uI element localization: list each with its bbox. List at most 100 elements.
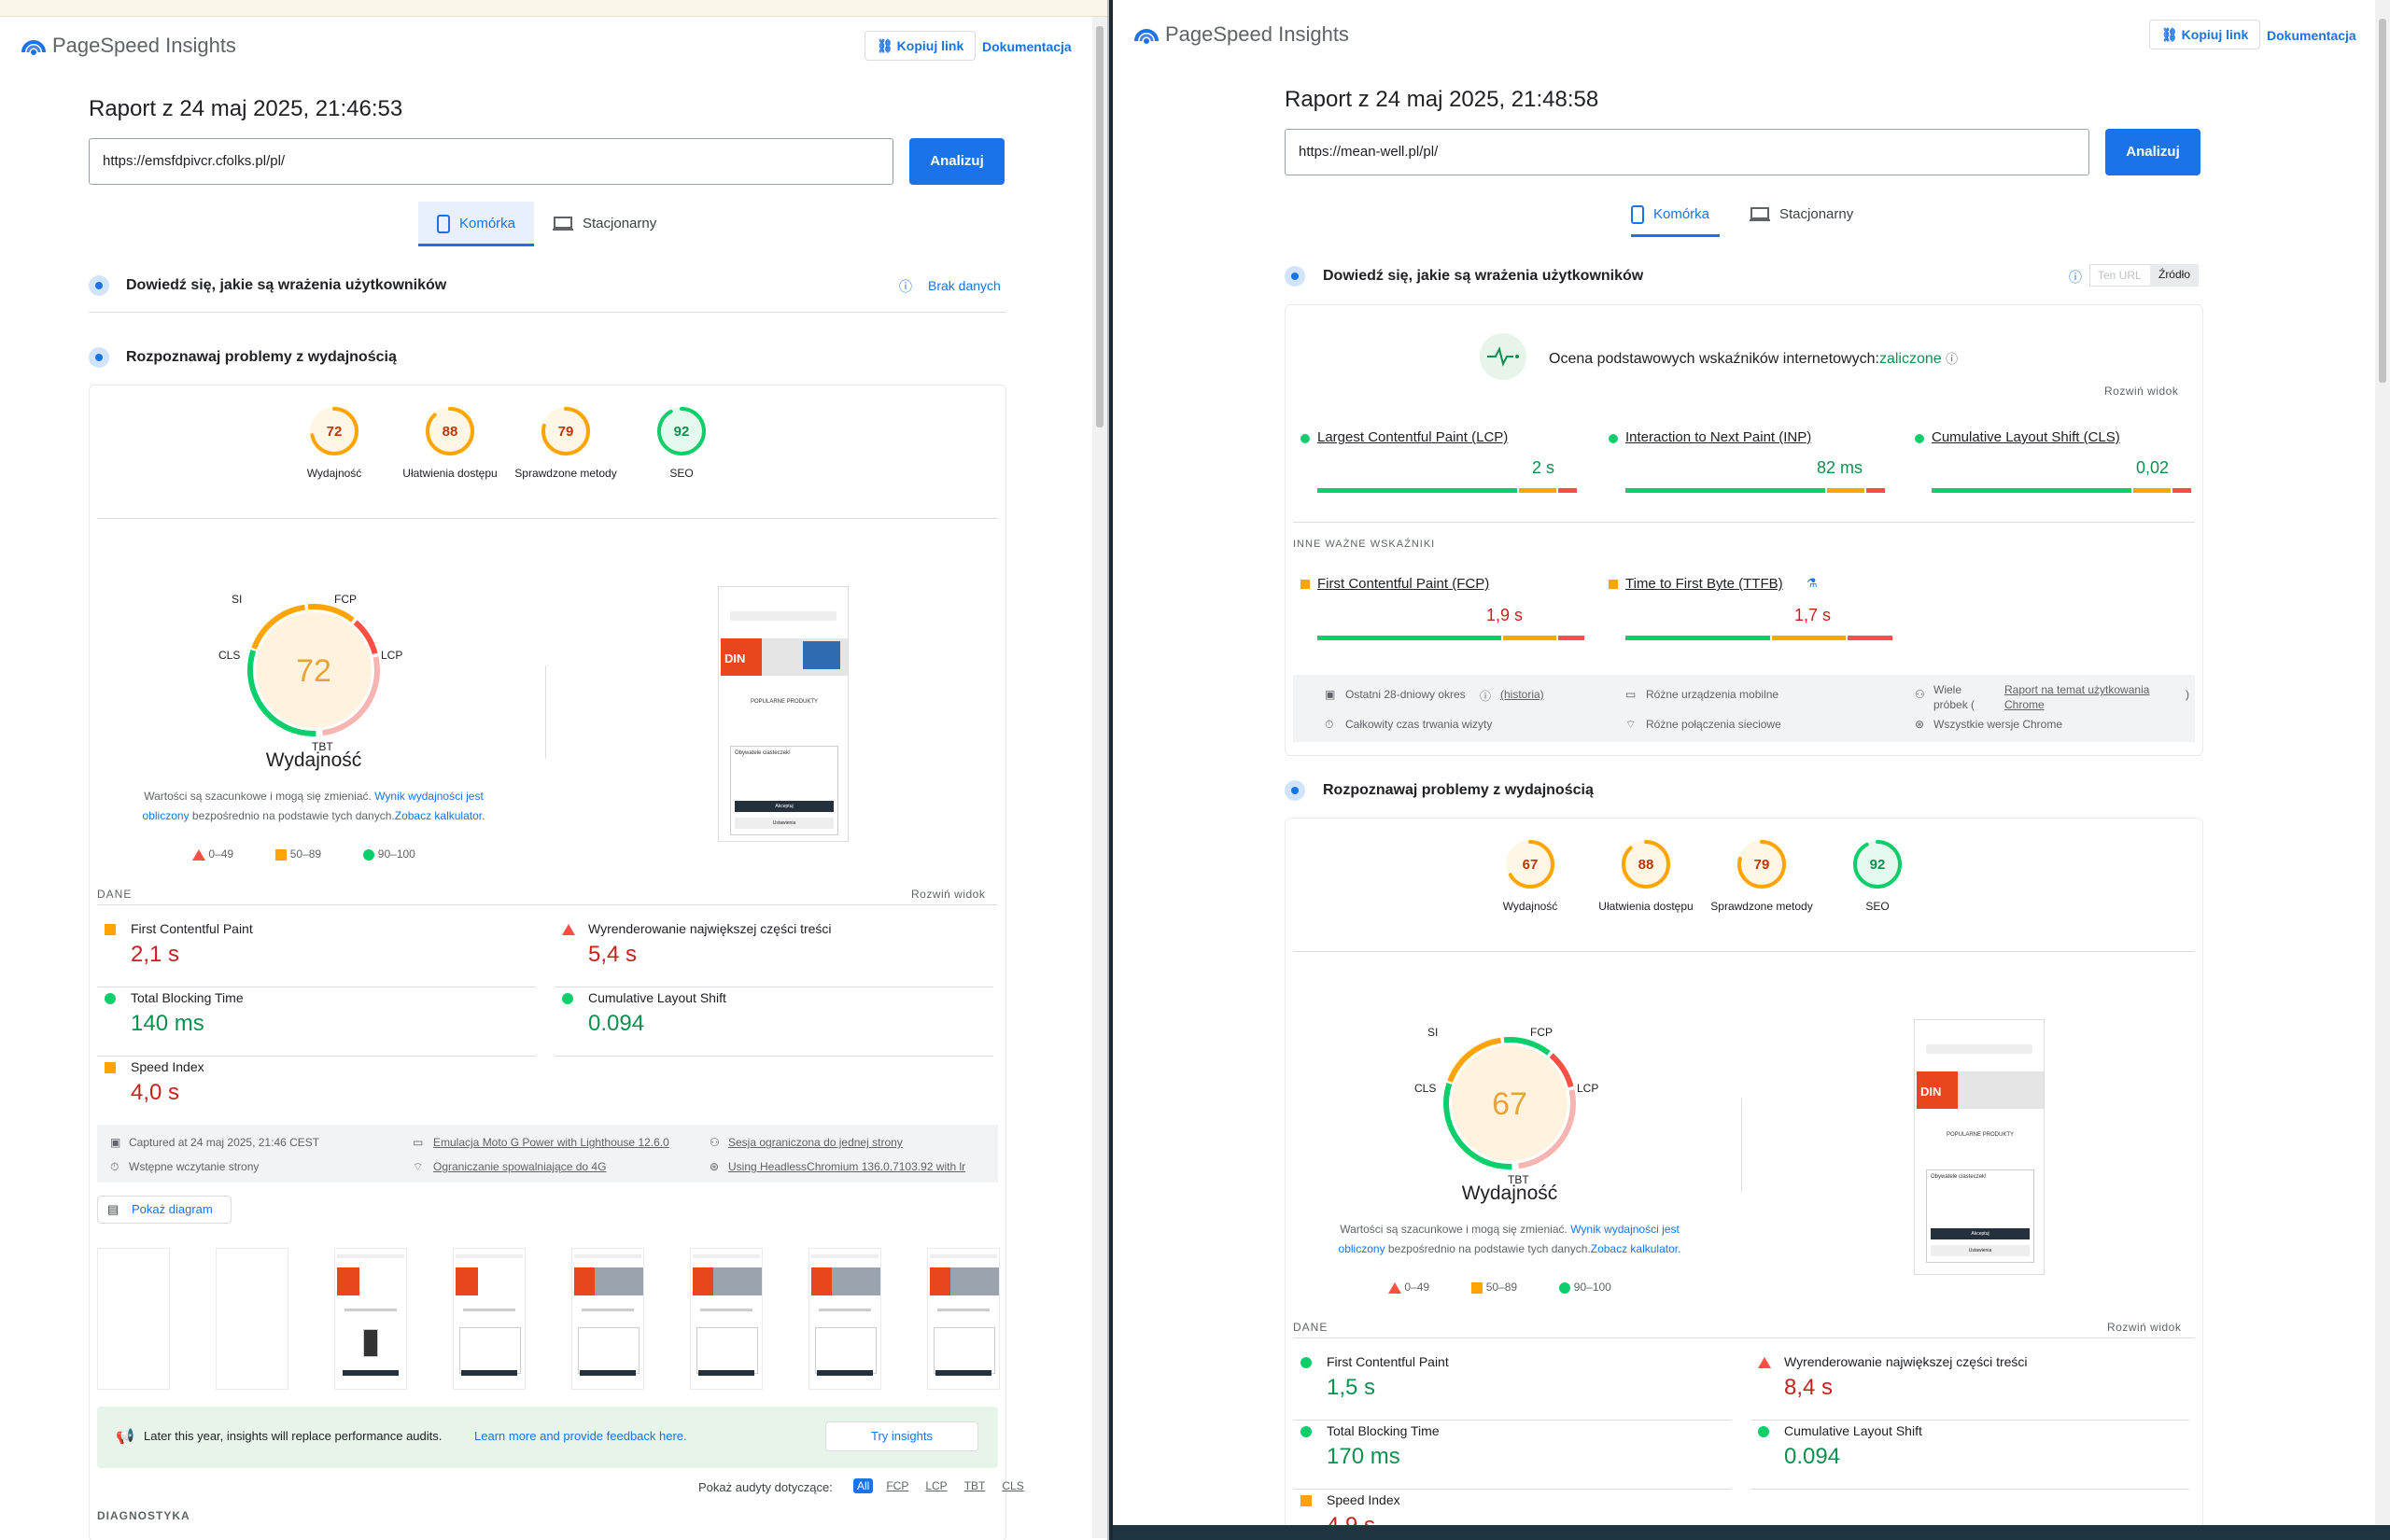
cwv-metric-link[interactable]: Largest Contentful Paint (LCP) — [1317, 429, 1509, 445]
score-gauge-2[interactable]: 88 Ułatwienia dostępu — [394, 406, 506, 483]
filter-lcp[interactable]: LCP — [925, 1479, 948, 1492]
gauge-segment — [1443, 1083, 1512, 1169]
score-ring-icon: 79 — [541, 407, 590, 455]
documentation-link[interactable]: Dokumentacja — [982, 39, 1072, 54]
lab-card: 72 Wydajność 88 Ułatwienia dostępu 79 Sprawdz… — [89, 385, 1024, 1540]
data-caps: DANE — [1293, 1321, 1329, 1334]
score-gauge-2[interactable]: 88 Ułatwienia dostępu — [1590, 839, 1702, 916]
distribution-bar — [1503, 636, 1556, 640]
score-gauge-4[interactable]: 92 SEO — [626, 406, 738, 483]
try-insights-button[interactable]: Try insights — [825, 1421, 978, 1451]
no-data-link[interactable]: Brak danych — [928, 278, 1001, 293]
performance-label: Wydajność — [265, 749, 362, 771]
documentation-link[interactable]: Dokumentacja — [2267, 28, 2356, 43]
score-gauge-3[interactable]: 79 Sprawdzone metody — [1706, 839, 1818, 916]
gauge-segment — [1503, 1037, 1551, 1056]
score-gauge-1[interactable]: 72 Wydajność — [278, 406, 390, 483]
tab-mobile[interactable]: Komórka — [1631, 192, 1720, 237]
good-status-icon — [1300, 1426, 1312, 1437]
source-option[interactable]: Źródło — [2150, 264, 2199, 287]
filmstrip-frame — [453, 1248, 526, 1390]
gauge-label-tbt: TBT — [1508, 1173, 1529, 1186]
samples-end: ) — [2186, 688, 2189, 701]
expand-view-button[interactable]: Rozwiń widok — [2104, 385, 2179, 398]
score-ring-icon: 72 — [310, 407, 358, 455]
phone-icon — [1631, 205, 1644, 225]
filter-fcp[interactable]: FCP — [886, 1479, 909, 1492]
this-url-option[interactable]: Ten URL — [2098, 269, 2142, 282]
tab-desktop[interactable]: Stacjonarny — [553, 202, 683, 246]
gauge-label-si: SI — [1427, 1026, 1439, 1039]
calculator-link[interactable]: Zobacz kalkulator. — [1590, 1242, 1681, 1255]
score-calc-link[interactable]: Wynik wydajności jest obliczony — [142, 790, 484, 822]
distribution-bar — [1865, 488, 1885, 493]
good-status-icon — [1609, 434, 1618, 443]
show-audits-label: Pokaż audyty dotyczące: — [698, 1480, 833, 1494]
metric-name: Wyrenderowanie największej części treści — [588, 921, 832, 936]
samples-text: Wiele próbek ( — [1933, 683, 1975, 711]
score-gauge-3[interactable]: 79 Sprawdzone metody — [510, 406, 622, 483]
copy-link-button[interactable]: ⛓ Kopiuj link — [2149, 20, 2261, 49]
average-icon — [1471, 1281, 1483, 1294]
score-label: Ułatwienia dostępu — [1598, 900, 1694, 913]
score-label: Sprawdzone metody — [1710, 900, 1813, 913]
insights-banner: 📢 Later this year, insights will replace… — [97, 1407, 998, 1468]
filter-cls[interactable]: CLS — [1002, 1479, 1024, 1492]
performance-gauge: 72 — [247, 604, 380, 736]
gauge-segment — [1447, 1037, 1502, 1083]
distribution-bar — [1932, 488, 2132, 493]
calculator-link[interactable]: Zobacz kalkulator. — [394, 809, 485, 822]
run-info-bar: ▣ Captured at 24 maj 2025, 21:46 CEST ▭ Em… — [97, 1125, 998, 1183]
poor-status-icon — [562, 924, 575, 935]
scrollbar[interactable] — [2375, 0, 2390, 1525]
lab-card: 67 Wydajność 88 Ułatwienia dostępu 79 Sprawdz… — [1285, 818, 2203, 1525]
url-input[interactable]: https://mean-well.pl/pl/ — [1285, 129, 2089, 175]
scrollbar-thumb[interactable] — [2379, 19, 2386, 383]
poor-status-icon — [1758, 1357, 1771, 1368]
svg-text:88: 88 — [1638, 857, 1654, 873]
scrollbar-thumb[interactable] — [1096, 26, 1104, 427]
copy-link-button[interactable]: ⛓ Kopiuj link — [865, 31, 977, 61]
metric-value: 140 ms — [131, 1011, 204, 1036]
tab-mobile[interactable]: Komórka — [418, 202, 534, 246]
expand-view-button[interactable]: Rozwiń widok — [2107, 1321, 2182, 1334]
source-toggle[interactable]: Ten URL Źródło — [2089, 264, 2199, 287]
show-diagram-button[interactable]: ▤ Pokaż diagram — [97, 1196, 232, 1224]
field-info-bar: ▣ Ostatni 28-dniowy okres ⓘ (historia) ▭ Ró… — [1293, 675, 2195, 742]
duration-text: Całkowity czas trwania wizyty — [1345, 718, 1493, 731]
svg-text:92: 92 — [1870, 857, 1886, 873]
metric-first-contentful-paint: First Contentful Paint 2,1 s — [97, 921, 536, 987]
metric-cumulative-layout-shift: Cumulative Layout Shift 0.094 — [555, 990, 993, 1057]
score-ring-icon: 79 — [1737, 840, 1786, 889]
scrollbar[interactable] — [1092, 17, 1107, 1538]
browser-toolbar-strip — [0, 0, 1107, 17]
analyze-button[interactable]: Analizuj — [2105, 129, 2200, 175]
other-metric-link[interactable]: Time to First Byte (TTFB) — [1625, 576, 1783, 592]
users-icon — [89, 275, 109, 296]
emulation-link: Emulacja Moto G Power with Lighthouse 12… — [433, 1136, 669, 1149]
gauge-segment — [307, 604, 355, 623]
cwv-metric-link[interactable]: Cumulative Layout Shift (CLS) — [1932, 429, 2120, 445]
tab-desktop[interactable]: Stacjonarny — [1750, 192, 1880, 237]
table-icon: ▤ — [107, 1202, 120, 1216]
insights-feedback-link[interactable]: Learn more and provide feedback here. — [474, 1429, 687, 1443]
url-input[interactable]: https://emsfdpivcr.cfolks.pl/pl/ — [89, 138, 893, 185]
average-status-icon — [105, 924, 116, 935]
poor-icon — [192, 848, 205, 861]
other-metric-link[interactable]: First Contentful Paint (FCP) — [1317, 576, 1490, 592]
score-gauge-4[interactable]: 92 SEO — [1821, 839, 1933, 916]
cwv-metric-link[interactable]: Interaction to Next Paint (INP) — [1625, 429, 1812, 445]
laptop-icon — [553, 217, 573, 231]
analyze-button[interactable]: Analizuj — [909, 138, 1005, 185]
metric-speed-index: Speed Index 4,9 s — [1300, 1492, 1730, 1525]
score-ring-icon: 92 — [1853, 840, 1902, 889]
expand-view-button[interactable]: Rozwiń widok — [911, 888, 986, 901]
gauge-label-lcp: LCP — [1577, 1082, 1599, 1095]
score-gauge-1[interactable]: 67 Wydajność — [1474, 839, 1586, 916]
filter-all[interactable]: All — [853, 1478, 874, 1493]
link-icon: ⛓ — [877, 38, 897, 53]
score-calc-link[interactable]: Wynik wydajności jest obliczony — [1338, 1223, 1680, 1255]
initial-load-text: Wstępne wczytanie strony — [129, 1160, 260, 1173]
metric-name: Speed Index — [131, 1059, 204, 1074]
filter-tbt[interactable]: TBT — [963, 1479, 986, 1492]
